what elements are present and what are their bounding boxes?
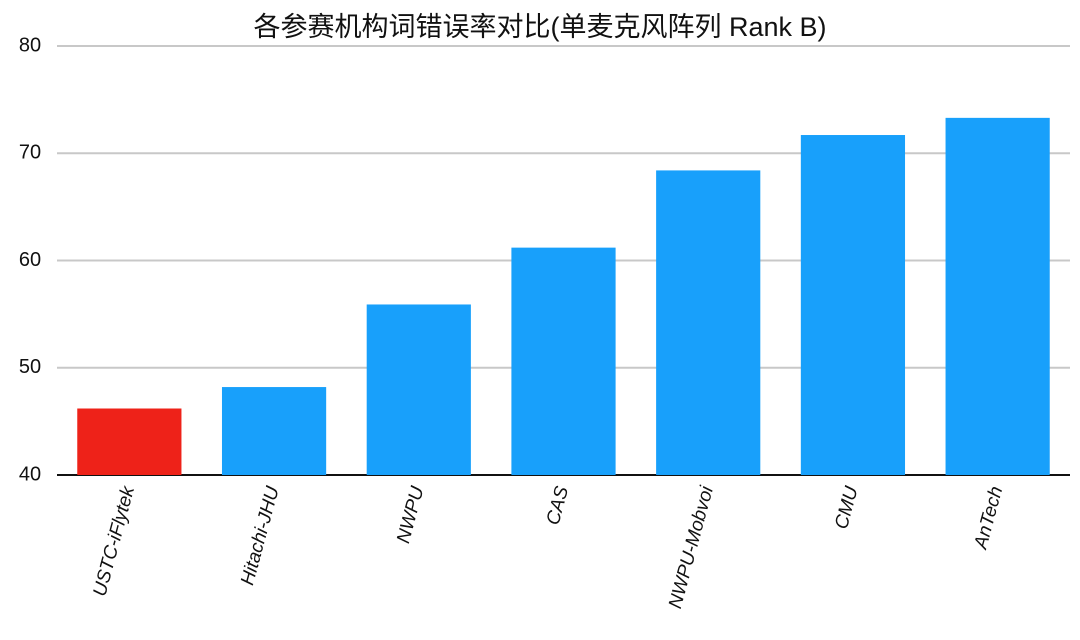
x-tick-label: CAS: [543, 484, 573, 527]
y-tick-label: 70: [19, 142, 41, 164]
bar: [945, 117, 1050, 476]
x-tick-label: CMU: [831, 484, 863, 531]
bar: [366, 304, 471, 475]
y-tick-label: 60: [19, 249, 41, 271]
x-tick-label: NWPU: [393, 484, 428, 546]
x-tick-label: AnTech: [970, 484, 1007, 552]
bar: [77, 408, 182, 475]
y-tick-label: 50: [19, 356, 41, 378]
bar: [800, 135, 906, 475]
x-tick-label: USTC-iFlytek: [90, 483, 140, 599]
x-tick-label: Hitachi-JHU: [237, 484, 284, 588]
y-tick-label: 80: [19, 34, 41, 56]
x-tick-label: NWPU-Mobvoi: [665, 483, 718, 611]
bar: [511, 247, 616, 475]
bar: [656, 170, 761, 475]
chart-title: 各参赛机构词错误率对比(单麦克风阵列 Rank B): [253, 12, 826, 42]
bar: [221, 387, 327, 475]
y-tick-label: 40: [19, 463, 41, 485]
